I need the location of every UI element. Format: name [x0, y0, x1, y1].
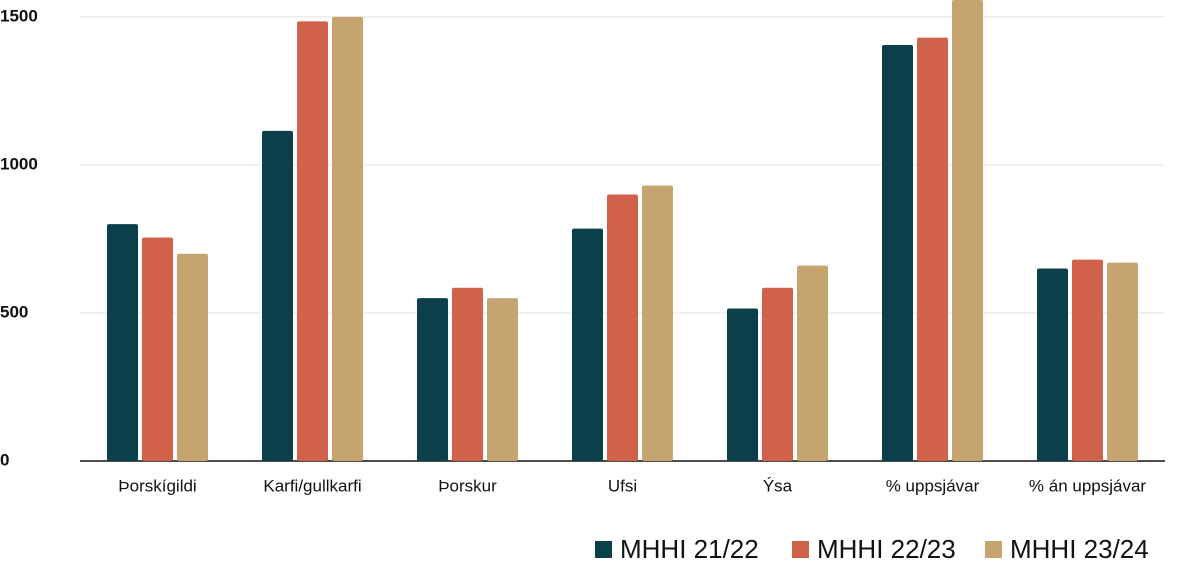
bar: [1037, 268, 1068, 461]
x-tick-label: Ufsi: [608, 476, 637, 495]
legend-label: MHHI 23/24: [1010, 534, 1149, 564]
bar: [572, 228, 603, 461]
bar: [607, 194, 638, 462]
legend-swatch: [792, 541, 809, 558]
legend-label: MHHI 22/23: [817, 534, 956, 564]
bar: [642, 185, 673, 461]
bar: [762, 287, 793, 461]
x-tick-label: Karfi/gullkarfi: [263, 476, 361, 495]
bar: [297, 21, 328, 461]
bar: [1107, 262, 1138, 461]
x-tick-label: % án uppsjávar: [1029, 476, 1147, 495]
bar: [952, 0, 983, 461]
bar: [487, 298, 518, 461]
bar: [1072, 259, 1103, 461]
bar: [882, 45, 913, 462]
y-tick-label: 0: [0, 450, 9, 469]
legend-label: MHHI 21/22: [620, 534, 759, 564]
bar: [917, 37, 948, 461]
x-tick-label: Þorskígildi: [118, 476, 196, 495]
bar: [262, 130, 293, 461]
bar: [142, 237, 173, 461]
legend-swatch: [595, 541, 612, 558]
x-tick-label: % uppsjávar: [886, 476, 980, 495]
x-tick-label: Ýsa: [763, 476, 793, 495]
legend-swatch: [985, 541, 1002, 558]
bar: [177, 253, 208, 461]
bar: [727, 308, 758, 461]
y-tick-label: 500: [0, 302, 28, 321]
bar: [797, 265, 828, 461]
x-tick-label: Þorskur: [438, 476, 497, 495]
bar: [417, 298, 448, 461]
y-tick-label: 1000: [0, 154, 38, 173]
y-tick-label: 1500: [0, 6, 38, 25]
bar: [452, 287, 483, 461]
bar: [332, 16, 363, 462]
bar: [107, 224, 138, 461]
